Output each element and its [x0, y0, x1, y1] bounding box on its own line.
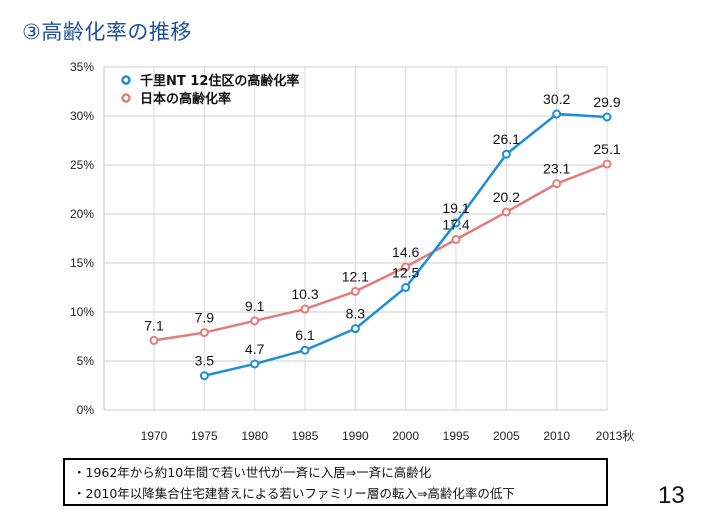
y-tick-label: 10% [70, 305, 94, 319]
data-label: 17.4 [442, 216, 469, 232]
grid [103, 66, 608, 411]
data-point [350, 324, 360, 334]
line-chart: 0%5%10%15%20%25%30%35% 1970 1975 1980 1985 1… [70, 60, 635, 443]
note-line: ・2010年以降集合住宅建替えによる若いファミリー層の転入⇒高齢化率の低下 [73, 486, 515, 501]
y-tick-label: 15% [70, 256, 94, 270]
data-label: 12.1 [342, 268, 369, 284]
x-tick-label: 1985 [292, 429, 319, 443]
data-label: 20.2 [493, 189, 520, 205]
data-point [602, 159, 612, 169]
x-tick-label: 1970 [141, 429, 168, 443]
data-label: 29.9 [593, 94, 620, 110]
data-label: 4.7 [245, 341, 265, 357]
series-lines [149, 109, 612, 381]
data-point [199, 328, 209, 338]
data-point [350, 286, 360, 296]
data-point [501, 149, 511, 159]
y-tick-label: 25% [70, 158, 94, 172]
legend-marker-japan [121, 93, 131, 103]
x-axis-ticks: 1970 1975 1980 1985 1990 2000 1995 2005 2010 2013… [141, 429, 635, 443]
x-tick-label: 2000 [392, 429, 419, 443]
data-point [401, 283, 411, 292]
data-label: 10.3 [291, 286, 318, 302]
y-tick-label: 30% [70, 109, 94, 123]
legend-marker-senri [121, 75, 131, 85]
legend-label-japan: 日本の高齢化率 [140, 91, 231, 107]
data-label: 7.9 [195, 310, 215, 326]
x-tick-label: 1990 [342, 429, 369, 443]
data-label: 19.1 [442, 200, 469, 216]
data-point [602, 112, 612, 122]
data-label: 8.3 [346, 306, 366, 322]
note-line: ・1962年から約10年間で若い世代が一斉に入居⇒一斉に高齢化 [73, 465, 432, 480]
data-label: 6.1 [295, 327, 315, 343]
data-label: 26.1 [493, 131, 520, 147]
x-tick-label: 1995 [443, 429, 470, 443]
data-point [401, 262, 411, 272]
page-number: 13 [658, 482, 685, 509]
notes-box: ・1962年から約10年間で若い世代が一斉に入居⇒一斉に高齢化 ・2010年以降… [63, 458, 608, 506]
data-label: 14.6 [392, 244, 419, 260]
data-label: 23.1 [543, 161, 570, 177]
data-point [300, 304, 310, 314]
data-point [250, 316, 260, 326]
y-tick-label: 20% [70, 207, 94, 221]
y-tick-label: 35% [70, 60, 94, 74]
page-title: ③高齢化率の推移 [22, 20, 192, 44]
data-label: 12.5 [392, 265, 419, 281]
data-point [501, 207, 511, 217]
data-labels: 3.5 4.7 6.1 8.3 12.5 19.1 26.1 30.2 29.9 7.1 7.9 9.… [144, 91, 621, 369]
data-point [300, 345, 310, 355]
legend: 千里NT 12住区の高齢化率 日本の高齢化率 [121, 73, 299, 107]
x-tick-label: 1975 [191, 429, 218, 443]
data-point [451, 234, 461, 244]
legend-label-senri: 千里NT 12住区の高齢化率 [140, 73, 299, 89]
data-label: 25.1 [593, 141, 620, 157]
x-tick-label: 2005 [493, 429, 520, 443]
data-label: 3.5 [195, 353, 215, 369]
data-point [250, 359, 260, 369]
data-label: 9.1 [245, 298, 265, 314]
series-line-japan [153, 162, 608, 342]
data-label: 7.1 [144, 317, 164, 333]
y-axis-ticks: 0% 5% 10% 15% 20% 25% 30% 35% [70, 60, 94, 417]
data-point [199, 371, 209, 381]
y-tick-label: 5% [77, 354, 95, 368]
data-label: 30.2 [543, 91, 570, 107]
data-point [552, 109, 562, 119]
x-tick-label: 2013秋 [596, 429, 635, 443]
x-tick-label: 1980 [241, 429, 268, 443]
y-tick-label: 0% [77, 403, 95, 417]
data-point [552, 179, 562, 189]
x-tick-label: 2010 [543, 429, 570, 443]
data-point [451, 218, 461, 228]
data-point [149, 335, 159, 345]
